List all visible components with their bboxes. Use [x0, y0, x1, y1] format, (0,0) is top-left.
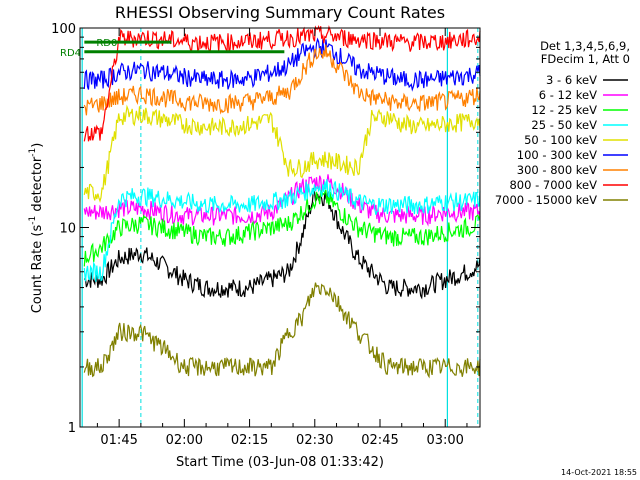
series-line-6	[83, 44, 481, 116]
series-layer	[83, 25, 481, 379]
legend-label-8: 7000 - 15000 keV	[495, 193, 597, 207]
series-line-3	[83, 178, 481, 282]
series-line-2	[83, 189, 481, 267]
y-axis-label-sup: -1	[28, 216, 38, 225]
legend-label-6: 300 - 800 keV	[517, 163, 597, 177]
legend-label-2: 12 - 25 keV	[531, 103, 597, 117]
x-tick-label-1: 02:00	[166, 433, 203, 448]
legend: Det 1,3,4,5,6,9, FDecim 1, Att 0 3 - 6 k…	[495, 39, 630, 207]
x-tick-label-5: 03:00	[426, 433, 463, 448]
x-tick-label-2: 02:15	[231, 433, 268, 448]
flag-label-0: RD0	[96, 38, 117, 49]
y-tick-label-2: 100	[51, 22, 76, 37]
series-line-1	[83, 174, 481, 227]
legend-label-4: 50 - 100 keV	[524, 133, 597, 147]
series-line-7	[83, 25, 481, 142]
legend-label-3: 25 - 50 keV	[531, 118, 597, 132]
x-tick-layer: 01:45 02:00 02:15 02:30 02:45 03:00	[96, 28, 468, 448]
generation-timestamp: 14-Oct-2021 18:55	[561, 468, 637, 477]
legend-label-5: 100 - 300 keV	[517, 148, 597, 162]
x-tick-label-4: 02:45	[361, 433, 398, 448]
legend-label-0: 3 - 6 keV	[546, 73, 597, 87]
flag-label-1: RD4	[60, 48, 81, 59]
legend-label-7: 800 - 7000 keV	[509, 178, 597, 192]
y-axis-label-tail: detector	[30, 156, 45, 216]
y-tick-label-1: 10	[59, 222, 76, 237]
legend-header-line-2: FDecim 1, Att 0	[541, 52, 630, 66]
y-tick-layer: 1 10 100	[51, 22, 480, 436]
series-line-4	[83, 104, 481, 204]
y-axis-label-sup2: -1	[28, 148, 38, 157]
chart-title: RHESSI Observing Summary Count Rates	[115, 3, 445, 22]
x-tick-label-3: 02:30	[296, 433, 333, 448]
legend-header-line-1: Det 1,3,4,5,6,9,	[540, 39, 630, 53]
flag-layer: RD0 RD4	[60, 38, 285, 59]
series-line-5	[83, 37, 481, 92]
y-axis-label: Count Rate (s-1 detector-1)	[28, 143, 45, 314]
x-axis-label: Start Time (03-Jun-08 01:33:42)	[176, 455, 384, 470]
series-line-0	[83, 187, 481, 300]
legend-label-1: 6 - 12 keV	[539, 88, 597, 102]
y-axis-label-end: )	[30, 143, 45, 148]
x-tick-label-0: 01:45	[100, 433, 137, 448]
y-tick-label-0: 1	[68, 421, 76, 436]
series-line-8	[83, 282, 481, 379]
y-axis-label-main: Count Rate (s	[30, 225, 45, 314]
